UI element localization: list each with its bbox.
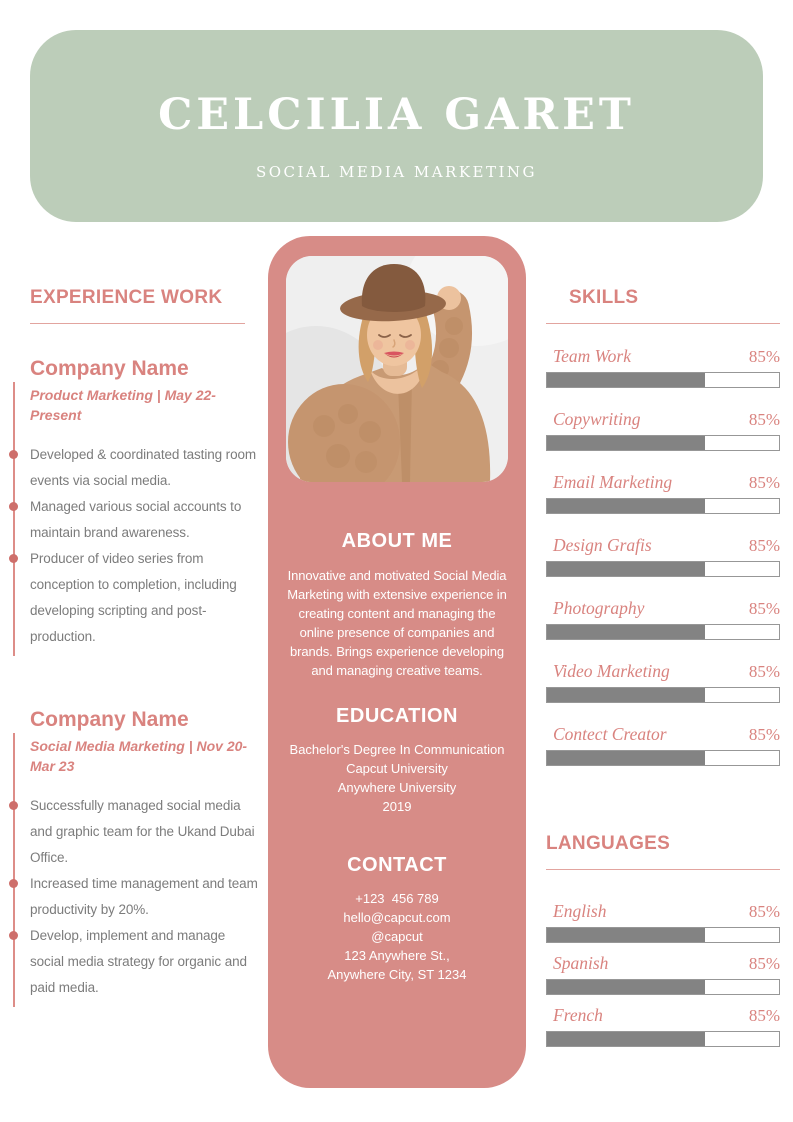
skill-percent: 85% <box>748 599 780 618</box>
experience-bullet: Increased time management and team produ… <box>9 871 259 923</box>
languages-divider <box>546 869 780 870</box>
skill-row: Email Marketing 85% <box>546 472 780 514</box>
skill-row: Contect Creator 85% <box>546 724 780 766</box>
skills-divider <box>546 323 780 324</box>
skill-percent: 85% <box>748 347 780 366</box>
language-bar <box>546 927 780 943</box>
language-bar <box>546 1031 780 1047</box>
skill-bar <box>546 561 780 577</box>
skill-label: Copywriting <box>553 409 641 429</box>
person-role: SOCIAL MEDIA MARKETING <box>255 163 538 182</box>
experience-bullet: Successfully managed social media and gr… <box>9 793 259 871</box>
header-band: CELCILIA GARET SOCIAL MEDIA MARKETING <box>30 30 763 222</box>
skill-percent: 85% <box>748 473 780 492</box>
skill-bar <box>546 435 780 451</box>
skill-bar <box>546 498 780 514</box>
skill-bar-fill <box>547 373 705 387</box>
company-name: Company Name <box>30 357 189 380</box>
profile-panel: ABOUT ME Innovative and motivated Social… <box>268 236 526 1088</box>
language-percent: 85% <box>748 1006 780 1025</box>
job-bullet-list: Developed & coordinated tasting room eve… <box>9 442 259 650</box>
education-heading: EDUCATION <box>336 705 458 727</box>
language-bar <box>546 979 780 995</box>
skill-label: Design Grafis <box>553 535 652 555</box>
contact-address-line1: 123 Anywhere St., <box>344 948 450 963</box>
skill-bar-fill <box>547 751 705 765</box>
skill-bar-fill <box>547 688 705 702</box>
skill-row: Photography 85% <box>546 598 780 640</box>
skill-label: Team Work <box>553 346 631 366</box>
language-percent: 85% <box>748 954 780 973</box>
contact-lines: +123 456 789 hello@capcut.com @capcut 12… <box>268 889 526 984</box>
skills-section: SKILLS Team Work 85% Copywriting 85% Em <box>546 287 780 787</box>
language-bar-fill <box>547 928 705 942</box>
skill-row: Video Marketing 85% <box>546 661 780 703</box>
portrait-illustration <box>286 256 508 482</box>
experience-section: EXPERIENCE WORK Company Name Product Mar… <box>9 287 258 1007</box>
contact-address-line2: Anywhere City, ST 1234 <box>327 967 467 982</box>
skills-heading: SKILLS <box>569 287 639 308</box>
profile-photo <box>286 256 508 482</box>
skill-bar <box>546 372 780 388</box>
skill-bar <box>546 624 780 640</box>
skill-row: Team Work 85% <box>546 346 780 388</box>
education-line: Anywhere University <box>337 780 457 795</box>
contact-handle: @capcut <box>371 929 423 944</box>
contact-email: hello@capcut.com <box>343 910 451 925</box>
language-bar-fill <box>547 1032 705 1046</box>
language-row: English 85% <box>546 901 780 943</box>
job-entry: Company Name Product Marketing | May 22-… <box>9 357 256 656</box>
education-lines: Bachelor's Degree In Communication Capcu… <box>268 740 526 816</box>
skill-bar-fill <box>547 562 705 576</box>
company-name: Company Name <box>30 708 189 731</box>
about-heading: ABOUT ME <box>341 530 453 552</box>
job-meta: Product Marketing | May 22-Present <box>30 387 216 423</box>
skill-bar <box>546 750 780 766</box>
skill-row: Design Grafis 85% <box>546 535 780 577</box>
timeline-line <box>13 733 15 1007</box>
about-text: Innovative and motivated Social Media Ma… <box>287 568 507 678</box>
contact-phone: +123 456 789 <box>355 891 439 906</box>
person-name: CELCILIA GARET <box>158 90 635 140</box>
job-meta: Social Media Marketing | Nov 20-Mar 23 <box>30 738 248 774</box>
language-percent: 85% <box>748 902 780 921</box>
job-bullet-list: Successfully managed social media and gr… <box>9 793 259 1001</box>
skill-bar-fill <box>547 436 705 450</box>
experience-bullet: Producer of video series from conception… <box>9 546 259 650</box>
skill-bar <box>546 687 780 703</box>
education-line: 2019 <box>382 799 412 814</box>
job-entry: Company Name Social Media Marketing | No… <box>9 708 258 1007</box>
education-line: Capcut University <box>346 761 448 776</box>
language-label: French <box>553 1005 603 1025</box>
languages-list: English 85% Spanish 85% French 85% <box>546 901 780 1047</box>
skill-bar-fill <box>547 625 705 639</box>
experience-heading: EXPERIENCE WORK <box>30 287 223 308</box>
skill-row: Copywriting 85% <box>546 409 780 451</box>
experience-bullet: Develop, implement and manage social med… <box>9 923 259 1001</box>
skill-label: Email Marketing <box>553 472 673 492</box>
language-row: Spanish 85% <box>546 953 780 995</box>
language-label: English <box>553 901 607 921</box>
skills-list: Team Work 85% Copywriting 85% Email Mark… <box>546 346 780 766</box>
education-line: Bachelor's Degree In Communication <box>289 742 505 757</box>
contact-heading: CONTACT <box>347 854 447 876</box>
skill-percent: 85% <box>748 536 780 555</box>
languages-heading: LANGUAGES <box>546 833 671 854</box>
skill-label: Video Marketing <box>553 661 670 681</box>
experience-bullet: Managed various social accounts to maint… <box>9 494 259 546</box>
language-bar-fill <box>547 980 705 994</box>
skill-percent: 85% <box>748 725 780 744</box>
skill-percent: 85% <box>748 410 780 429</box>
skill-percent: 85% <box>748 662 780 681</box>
timeline-line <box>13 382 15 656</box>
languages-section: LANGUAGES English 85% Spanish 85% Frenc <box>546 833 780 1057</box>
skill-bar-fill <box>547 499 705 513</box>
language-label: Spanish <box>553 953 609 973</box>
skill-label: Contect Creator <box>553 724 667 744</box>
skill-label: Photography <box>553 598 645 618</box>
experience-divider <box>30 323 245 324</box>
experience-bullet: Developed & coordinated tasting room eve… <box>9 442 259 494</box>
language-row: French 85% <box>546 1005 780 1047</box>
